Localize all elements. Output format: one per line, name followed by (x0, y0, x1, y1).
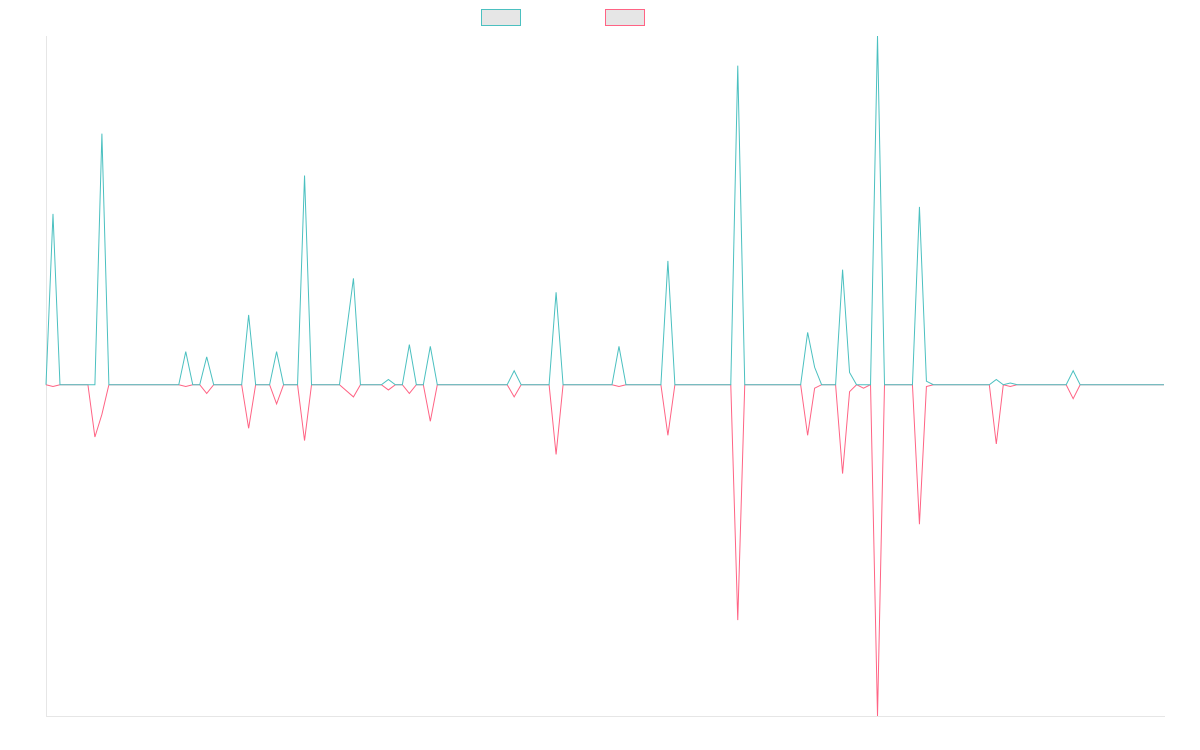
series-line-2 (45, 383, 1164, 717)
series-layer (45, 35, 1164, 717)
legend-swatch-1[interactable] (481, 9, 521, 26)
legend-swatch-2[interactable] (605, 9, 645, 26)
series-line-1 (45, 35, 1164, 386)
legend (481, 9, 645, 26)
axes (46, 36, 1165, 717)
